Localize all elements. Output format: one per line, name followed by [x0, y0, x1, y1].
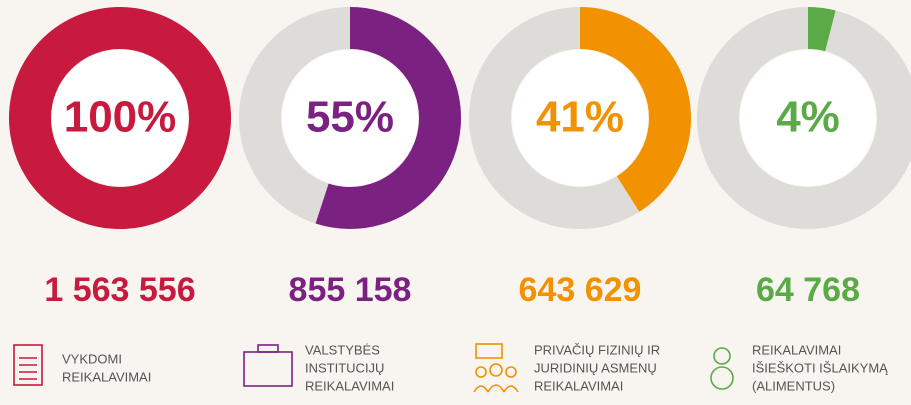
count-label: 1 563 556 — [44, 271, 195, 309]
donut-center — [740, 50, 876, 186]
document-icon — [13, 344, 43, 386]
donut-center — [512, 50, 648, 186]
percent-label: 100% — [64, 93, 177, 142]
percent-label: 4% — [776, 93, 840, 142]
category-label: (ALIMENTUS) — [752, 378, 835, 393]
donut-arc — [469, 7, 691, 229]
briefcase-icon — [243, 344, 293, 387]
donut-arc — [9, 7, 231, 229]
count-label: 855 158 — [289, 271, 412, 309]
category-label: VYKDOMI — [62, 351, 122, 366]
count-label: 643 629 — [519, 271, 642, 309]
donut-center — [52, 50, 188, 186]
category-label: REIKALAVIMAI — [62, 369, 151, 384]
category-label: JURIDINIŲ ASMENŲ — [534, 360, 657, 375]
category-label: IŠIEŠKOTI IŠLAIKYMĄ — [752, 360, 888, 375]
baby-icon — [710, 347, 734, 390]
donut-arc — [239, 7, 461, 229]
category-label: INSTITUCIJŲ — [305, 360, 384, 375]
category-label: REIKALAVIMAI — [752, 342, 841, 357]
percent-label: 55% — [306, 93, 394, 142]
donut-center — [282, 50, 418, 186]
category-label: REIKALAVIMAI — [305, 378, 394, 393]
donut-arc — [697, 7, 911, 229]
people-icon — [473, 343, 519, 393]
count-label: 64 768 — [756, 271, 860, 309]
category-label: VALSTYBĖS — [305, 342, 380, 357]
percent-label: 41% — [536, 93, 624, 142]
category-label: REIKALAVIMAI — [534, 378, 623, 393]
category-label: PRIVAČIŲ FIZINIŲ IR — [534, 342, 660, 357]
